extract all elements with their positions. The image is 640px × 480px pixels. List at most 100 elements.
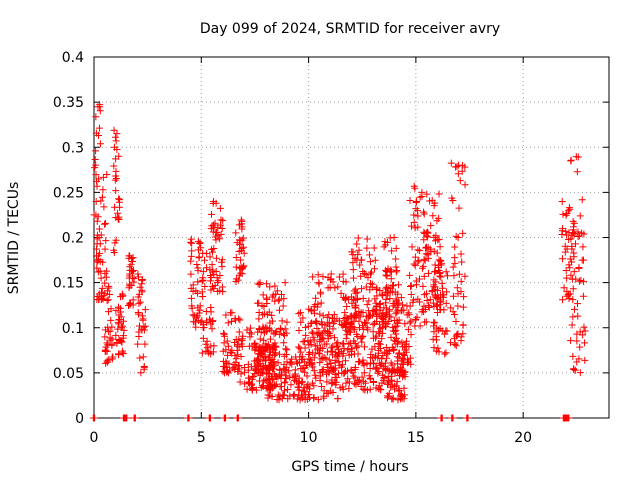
data-point <box>316 290 324 298</box>
data-point <box>255 309 263 317</box>
data-point <box>569 313 577 321</box>
data-point <box>442 268 450 276</box>
data-point <box>267 381 275 389</box>
data-point <box>574 153 582 161</box>
data-point <box>457 277 465 285</box>
data-point <box>134 309 142 317</box>
data-point <box>208 325 216 333</box>
data-point <box>273 396 281 404</box>
data-point <box>254 361 262 369</box>
x-tick-label: 0 <box>90 430 99 446</box>
data-point <box>212 254 220 262</box>
data-point <box>131 414 139 422</box>
data-point <box>458 258 466 266</box>
data-point <box>329 389 337 397</box>
data-point <box>202 340 210 348</box>
data-point <box>193 261 201 269</box>
data-point <box>113 339 121 347</box>
data-point <box>425 269 433 277</box>
data-point <box>580 278 588 286</box>
data-point <box>266 335 274 343</box>
data-point <box>310 393 318 401</box>
data-point <box>333 315 341 323</box>
data-point <box>102 237 110 245</box>
y-tick-label: 0.05 <box>53 366 84 382</box>
data-point <box>136 354 144 362</box>
data-point <box>314 396 322 404</box>
data-point <box>431 261 439 269</box>
data-point <box>271 297 279 305</box>
data-point <box>558 230 566 238</box>
data-point <box>312 294 320 302</box>
data-point <box>407 360 415 368</box>
data-point <box>391 328 399 336</box>
data-point <box>260 302 268 310</box>
data-point <box>97 197 105 205</box>
data-point <box>576 369 584 377</box>
data-point <box>461 272 469 280</box>
data-point <box>263 311 271 319</box>
data-point <box>101 219 109 227</box>
data-point <box>416 193 424 201</box>
data-point <box>374 339 382 347</box>
data-point <box>404 326 412 334</box>
data-point <box>350 372 358 380</box>
data-point <box>134 273 142 281</box>
data-point <box>393 366 401 374</box>
data-point <box>455 270 463 278</box>
data-point <box>284 385 292 393</box>
data-point <box>338 369 346 377</box>
data-point <box>222 414 230 422</box>
data-point <box>315 280 323 288</box>
data-point <box>219 217 227 225</box>
data-point <box>108 340 116 348</box>
data-point <box>433 249 441 257</box>
data-point <box>282 372 290 380</box>
data-point <box>412 197 420 205</box>
data-point <box>570 253 578 261</box>
data-point <box>441 350 449 358</box>
data-point <box>93 258 101 266</box>
data-point <box>411 184 419 192</box>
data-point <box>349 266 357 274</box>
data-point <box>323 313 331 321</box>
data-point <box>360 343 368 351</box>
data-point <box>255 325 263 333</box>
data-point <box>569 352 577 360</box>
data-point <box>353 256 361 264</box>
data-point <box>580 323 588 331</box>
data-point <box>370 244 378 252</box>
data-point <box>360 369 368 377</box>
data-point <box>382 295 390 303</box>
data-point <box>455 161 463 169</box>
data-point <box>432 336 440 344</box>
data-point <box>228 309 236 317</box>
data-point <box>578 196 586 204</box>
data-point <box>278 317 286 325</box>
data-point <box>350 274 358 282</box>
data-point <box>355 246 363 254</box>
data-point <box>263 296 271 304</box>
data-point <box>187 257 195 265</box>
data-point <box>199 293 207 301</box>
data-point <box>331 359 339 367</box>
data-point <box>306 348 314 356</box>
data-point <box>343 314 351 322</box>
data-point <box>310 354 318 362</box>
data-point <box>108 353 116 361</box>
data-point <box>206 315 214 323</box>
data-point <box>236 240 244 248</box>
data-point <box>295 343 303 351</box>
data-point <box>570 223 578 231</box>
data-point <box>123 414 131 422</box>
data-point <box>96 140 104 148</box>
data-point <box>199 268 207 276</box>
data-point <box>240 249 248 257</box>
data-point <box>135 299 143 307</box>
data-point <box>268 293 276 301</box>
data-point <box>333 353 341 361</box>
data-point <box>328 314 336 322</box>
data-point <box>337 289 345 297</box>
data-point <box>371 265 379 273</box>
data-point <box>283 318 291 326</box>
